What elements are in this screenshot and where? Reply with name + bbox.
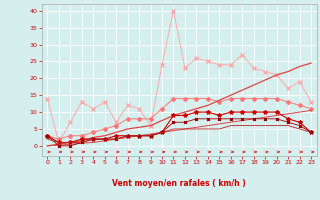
X-axis label: Vent moyen/en rafales ( km/h ): Vent moyen/en rafales ( km/h ) — [112, 179, 246, 188]
